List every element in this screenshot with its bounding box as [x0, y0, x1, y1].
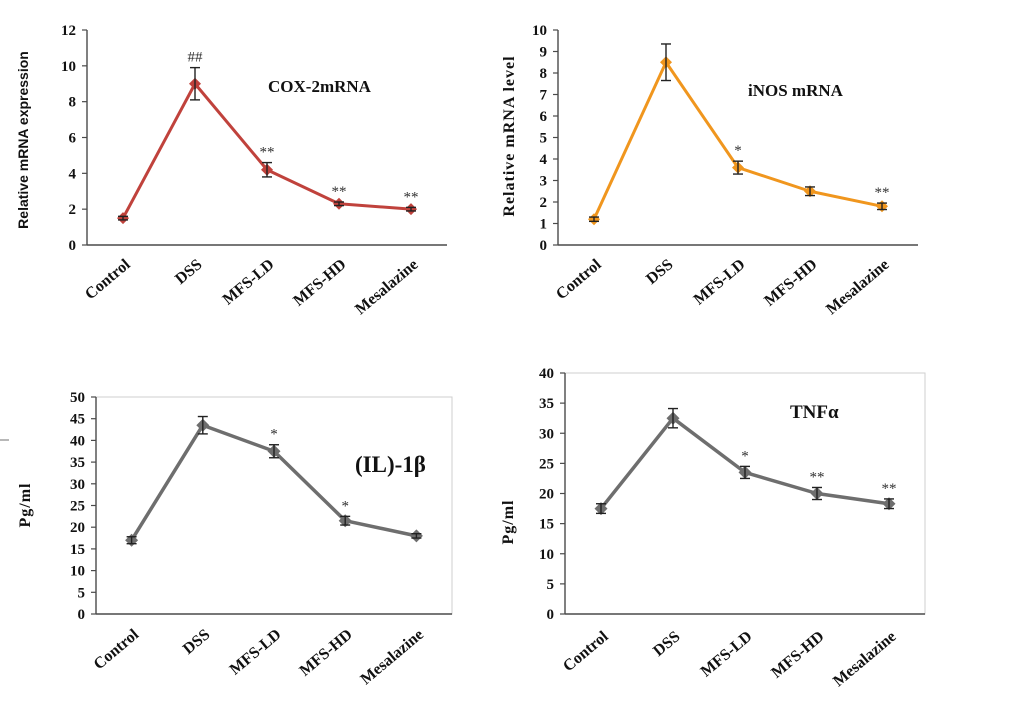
y-tick-label: 40 — [70, 433, 85, 449]
error-bar — [740, 465, 750, 480]
y-tick-label: 4 — [540, 152, 548, 168]
y-tick-label: 30 — [539, 426, 554, 442]
y-tick-label: 10 — [61, 59, 76, 75]
significance-marker: ** — [332, 184, 347, 200]
y-tick-label: 2 — [540, 195, 548, 211]
y-tick-label: 0 — [540, 238, 548, 254]
y-tick-label: 20 — [539, 487, 554, 503]
y-tick-label: 15 — [539, 517, 554, 533]
y-axis-label: Relative mRNA level — [501, 55, 518, 216]
significance-marker: ** — [875, 185, 890, 201]
y-tick-label: 10 — [539, 547, 554, 563]
significance-marker: ** — [404, 189, 419, 205]
y-axis-label: Pg/ml — [500, 500, 517, 545]
y-tick-label: 5 — [540, 131, 548, 147]
error-bar — [406, 206, 416, 212]
error-bar — [668, 407, 678, 429]
error-bar — [334, 201, 344, 207]
y-tick-label: 7 — [540, 88, 548, 104]
y-tick-label: 0 — [69, 238, 77, 254]
y-tick-label: 2 — [69, 202, 77, 218]
y-tick-label: 10 — [532, 23, 547, 39]
significance-marker: * — [741, 448, 749, 464]
error-bar — [733, 160, 743, 175]
error-bar — [340, 515, 351, 526]
error-bar — [262, 161, 272, 178]
y-tick-label: 35 — [70, 455, 85, 471]
y-tick-label: 40 — [539, 366, 554, 382]
y-tick-label: 5 — [78, 585, 86, 601]
y-tick-label: 35 — [539, 396, 554, 412]
y-axis-label: Relative mRNA expression — [15, 51, 31, 229]
error-bar — [411, 533, 422, 539]
chart-title: iNOS mRNA — [748, 81, 844, 100]
error-bar — [190, 66, 200, 101]
error-bar — [812, 486, 822, 501]
y-tick-label: 3 — [540, 174, 548, 190]
y-tick-label: 20 — [70, 520, 85, 536]
y-tick-label: 6 — [69, 131, 77, 147]
error-bar — [126, 536, 137, 545]
error-bar — [661, 43, 671, 82]
y-tick-label: 8 — [540, 66, 548, 82]
significance-marker: * — [341, 498, 349, 514]
y-tick-label: 5 — [547, 577, 555, 593]
chart-title: (IL)-1β — [355, 452, 426, 477]
y-axis-label: Pg/ml — [17, 483, 34, 528]
significance-marker: * — [270, 427, 278, 443]
y-tick-label: 8 — [69, 95, 77, 111]
chart-title: COX-2mRNA — [268, 77, 372, 96]
error-bar — [877, 202, 887, 211]
error-bar — [589, 216, 599, 223]
significance-marker: ** — [260, 145, 275, 161]
significance-marker: ## — [188, 50, 204, 66]
y-tick-label: 15 — [70, 542, 85, 558]
chart-title: TNFα — [790, 402, 839, 423]
significance-marker: * — [734, 143, 742, 159]
y-tick-label: 9 — [540, 45, 548, 61]
error-bar — [269, 444, 279, 459]
y-tick-label: 0 — [78, 607, 86, 623]
y-tick-label: 1 — [540, 217, 548, 233]
y-tick-label: 25 — [70, 499, 85, 515]
y-tick-label: 4 — [69, 166, 77, 182]
y-tick-label: 6 — [540, 109, 548, 125]
y-tick-label: 12 — [61, 23, 76, 39]
significance-marker: ** — [810, 469, 825, 485]
error-bar — [118, 215, 128, 221]
y-tick-label: 25 — [539, 456, 554, 472]
error-bar — [884, 498, 894, 510]
y-tick-label: 10 — [70, 564, 85, 580]
error-bar — [596, 503, 606, 515]
y-tick-label: 45 — [70, 412, 85, 428]
y-tick-label: 0 — [547, 607, 555, 623]
error-bar — [197, 415, 208, 435]
significance-marker: ** — [882, 481, 897, 497]
y-tick-label: 50 — [70, 390, 85, 406]
y-tick-label: 30 — [70, 477, 85, 493]
error-bar — [805, 186, 815, 197]
